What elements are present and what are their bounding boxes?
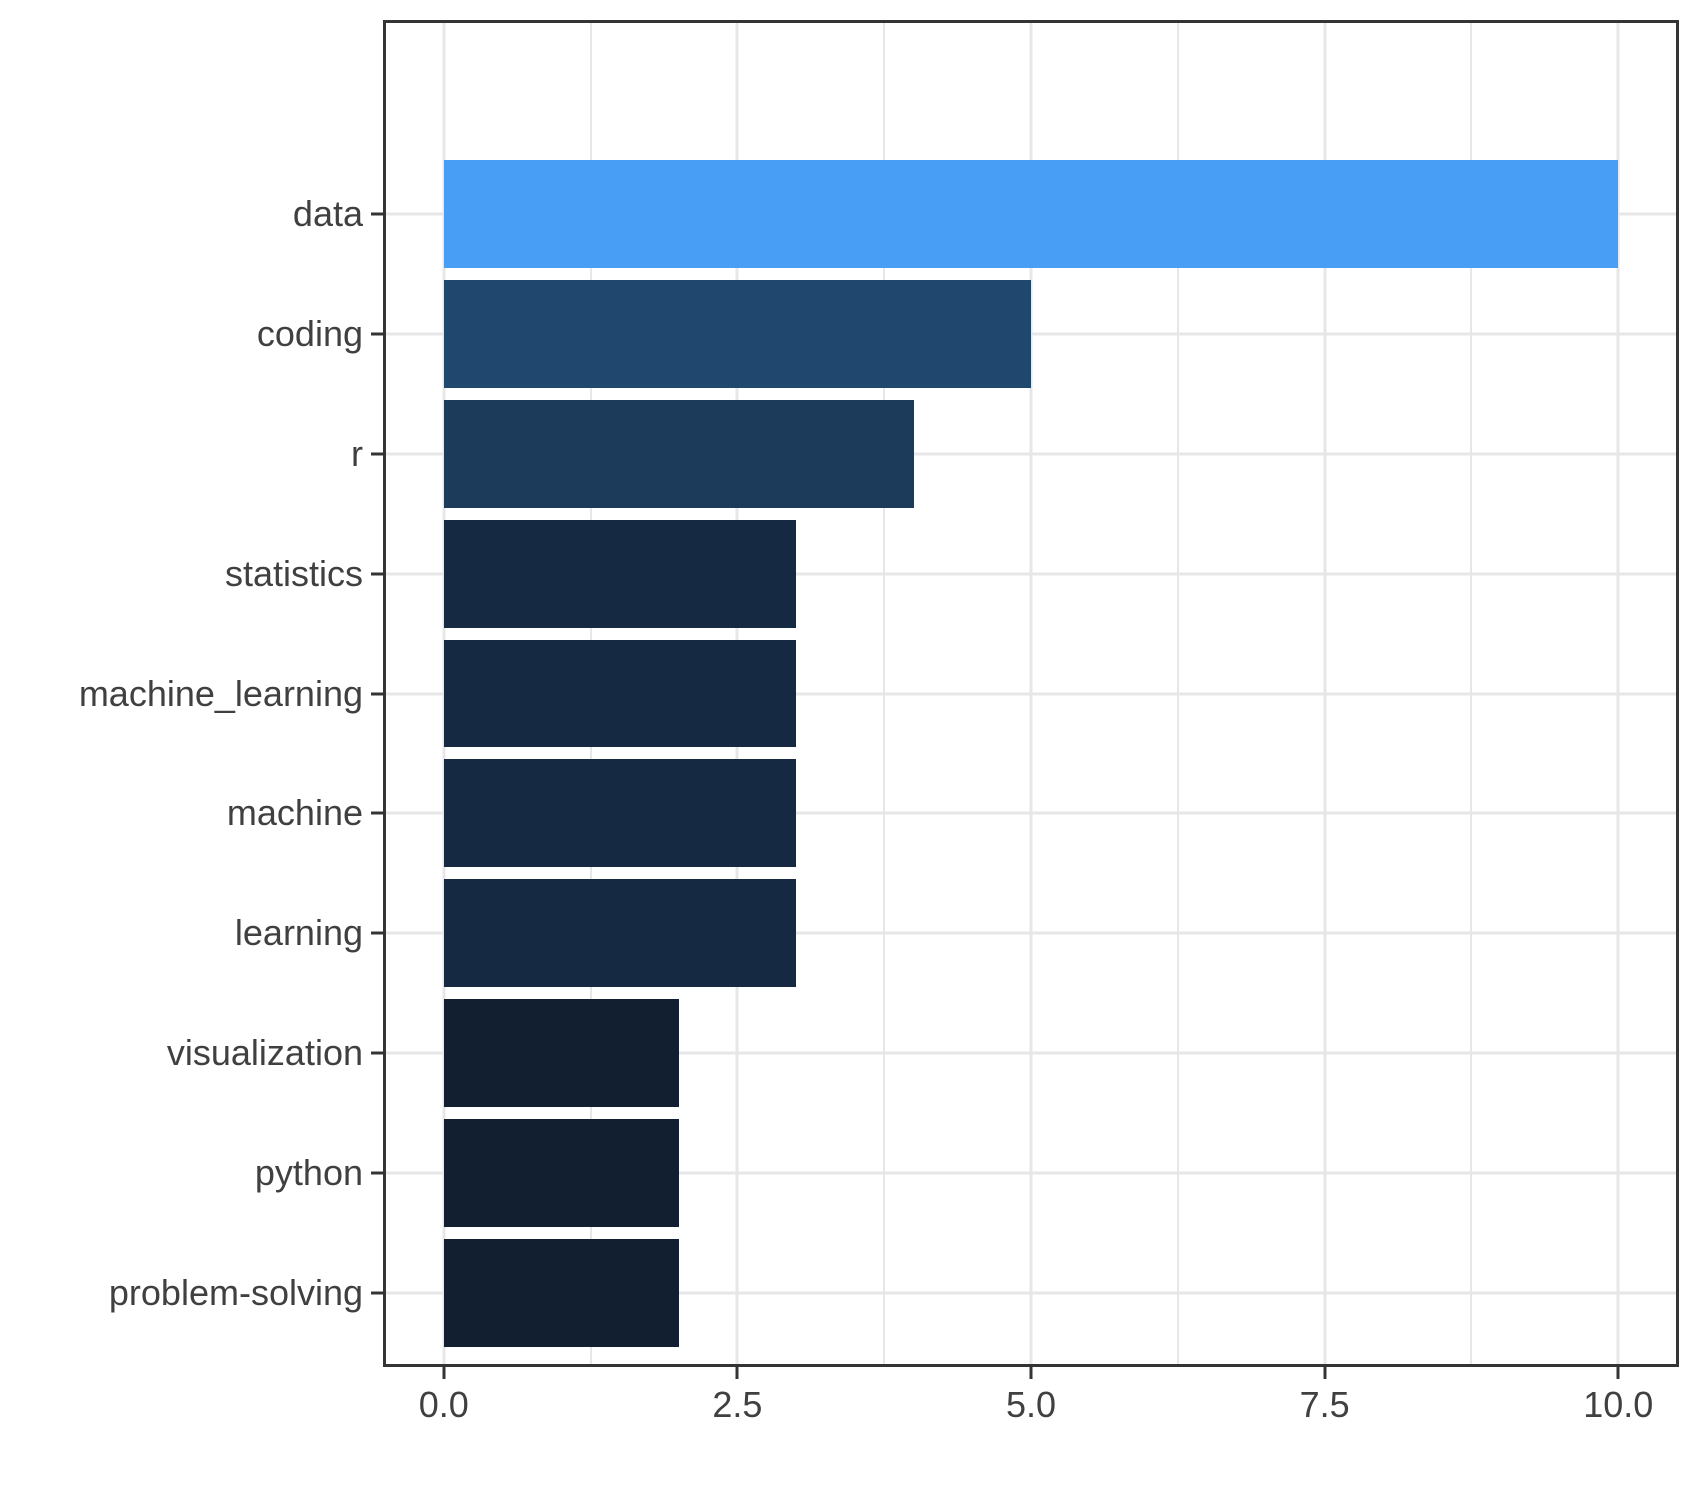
gridline-y-learning bbox=[385, 931, 1677, 935]
y-tick-python bbox=[371, 1171, 385, 1175]
y-axis-label-learning: learning bbox=[234, 912, 363, 954]
y-tick-visualization bbox=[371, 1051, 385, 1055]
x-axis-label-5.0: 5.0 bbox=[1005, 1384, 1057, 1425]
y-axis-label-data: data bbox=[292, 192, 363, 234]
y-tick-machine_learning bbox=[371, 692, 385, 695]
y-tick-learning bbox=[371, 931, 385, 935]
y-axis-label-coding: coding bbox=[256, 312, 363, 354]
y-axis-label-machine: machine bbox=[226, 792, 363, 834]
y-axis-label-r: r bbox=[351, 432, 363, 474]
x-tick-5.0 bbox=[1029, 1365, 1033, 1379]
bar-problem-solving bbox=[443, 1239, 679, 1347]
x-tick-0.0 bbox=[442, 1365, 446, 1379]
x-axis-label-0.0: 0.0 bbox=[418, 1384, 469, 1425]
bar-data bbox=[443, 159, 1619, 268]
gridline-y-visualization bbox=[385, 1051, 1677, 1055]
y-axis-label-problem-solving: problem-solving bbox=[108, 1272, 363, 1314]
x-tick-2.5 bbox=[735, 1365, 739, 1379]
y-axis-label-visualization: visualization bbox=[166, 1032, 363, 1074]
y-tick-r bbox=[371, 452, 385, 456]
bar-visualization bbox=[443, 999, 679, 1108]
gridline-y-machine_learning bbox=[385, 692, 1677, 695]
y-axis-label-python: python bbox=[254, 1152, 363, 1194]
x-axis-label-2.5: 2.5 bbox=[712, 1384, 763, 1425]
bar-statistics bbox=[443, 519, 797, 628]
bar-machine_learning bbox=[443, 639, 797, 748]
gridline-y-machine bbox=[385, 811, 1677, 815]
y-tick-problem-solving bbox=[371, 1291, 385, 1295]
y-axis-label-machine_learning: machine_learning bbox=[78, 672, 363, 714]
bar-machine bbox=[443, 759, 797, 868]
bar-coding bbox=[443, 279, 1031, 388]
y-tick-data bbox=[371, 212, 385, 216]
x-tick-7.5 bbox=[1323, 1365, 1327, 1379]
gridline-y-r bbox=[385, 452, 1677, 456]
y-tick-statistics bbox=[371, 572, 385, 576]
x-axis-label-7.5: 7.5 bbox=[1299, 1384, 1350, 1425]
bar-learning bbox=[443, 879, 797, 988]
bar-python bbox=[443, 1119, 679, 1228]
gridline-y-python bbox=[385, 1171, 1677, 1175]
gridline-y-statistics bbox=[385, 572, 1677, 576]
y-tick-coding bbox=[371, 332, 385, 336]
gridline-y-coding bbox=[385, 332, 1677, 336]
y-tick-machine bbox=[371, 811, 385, 815]
y-axis-label-statistics: statistics bbox=[224, 552, 363, 594]
x-axis-label-10.0: 10.0 bbox=[1583, 1384, 1654, 1425]
bar-r bbox=[443, 399, 914, 508]
gridline-y-problem-solving bbox=[385, 1291, 1677, 1295]
x-tick-10.0 bbox=[1616, 1365, 1620, 1379]
